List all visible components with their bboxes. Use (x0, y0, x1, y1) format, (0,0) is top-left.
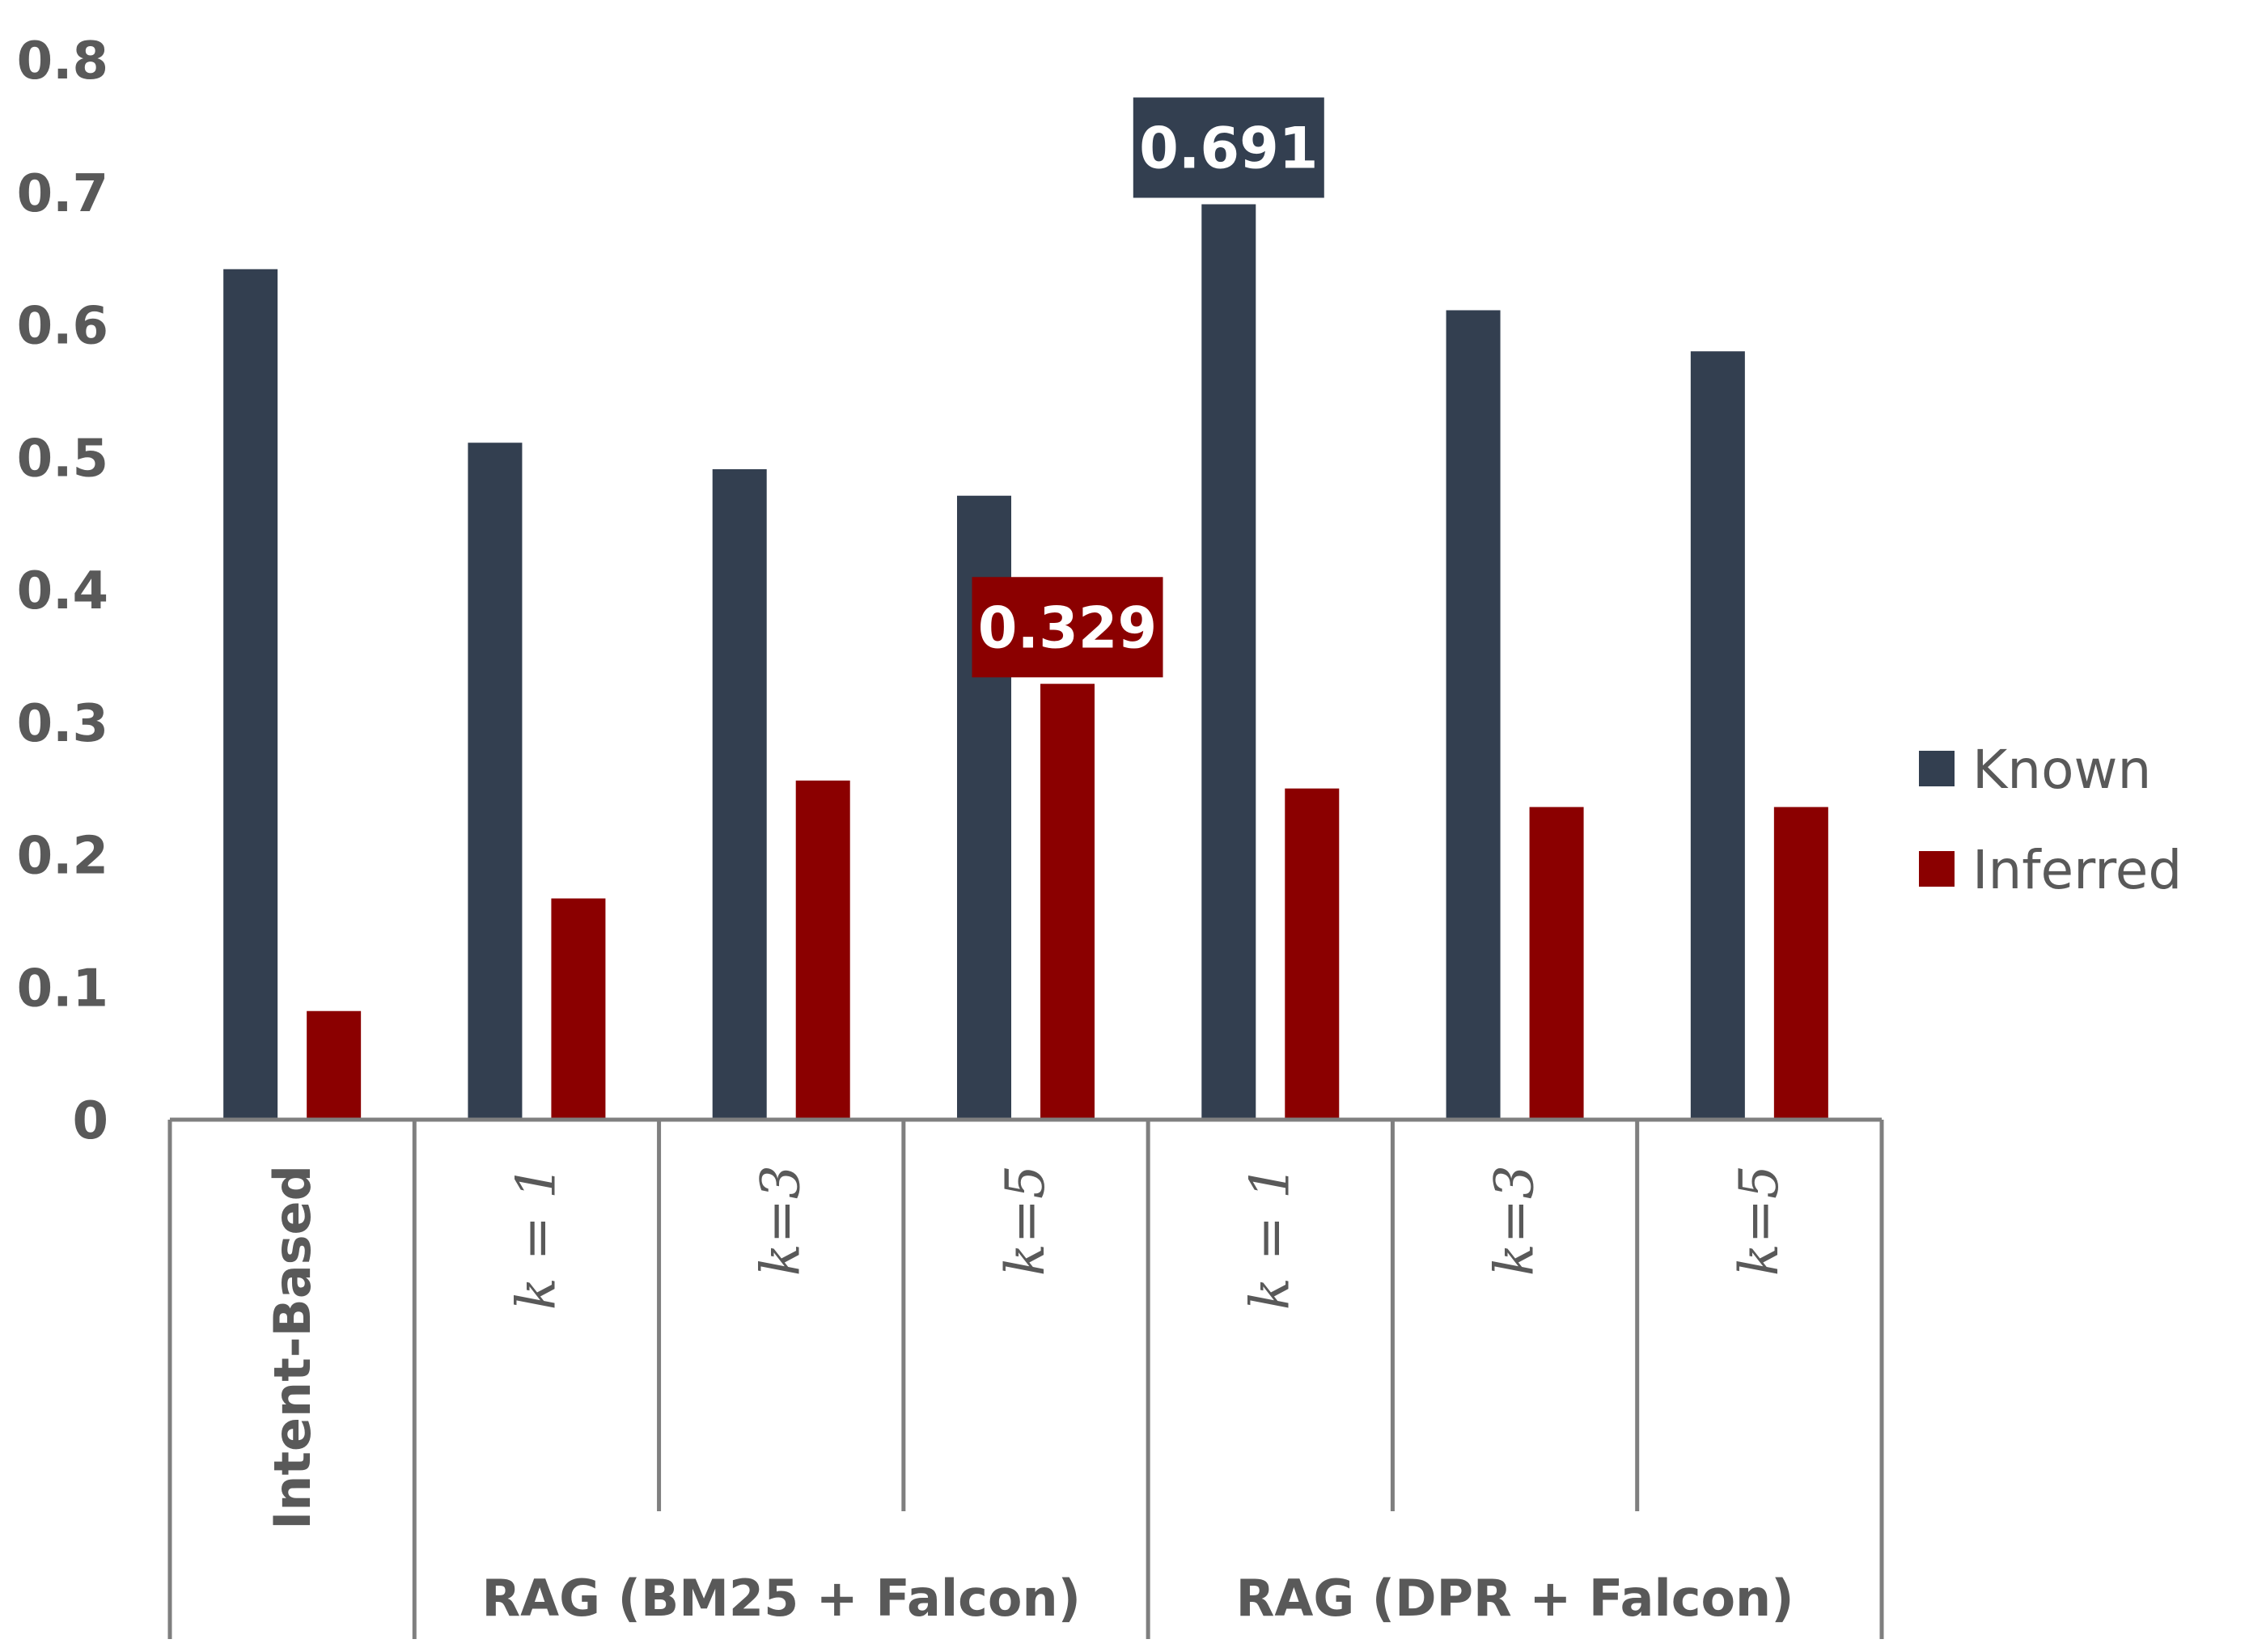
y-axis-ticks: 0 0.1 0.2 0.3 0.4 0.5 0.6 0.7 0.8 (17, 32, 108, 1151)
y-tick-label: 0.5 (17, 429, 108, 489)
x-axis-category-labels: Intent-Based k = 1 k=3 k=5 k = 1 k=3 k=5 (263, 1165, 1790, 1530)
data-label-text: 0.329 (978, 595, 1157, 661)
data-label-text: 0.691 (1139, 115, 1318, 181)
category-label: k=3 (750, 1165, 812, 1276)
bar-inferred-5 (1529, 807, 1584, 1120)
category-label: k=3 (1484, 1165, 1546, 1276)
group-label: RAG (BM25 + Falcon) (481, 1569, 1081, 1628)
data-labels: 0.691 0.329 (972, 97, 1324, 678)
data-label-box (972, 577, 1163, 678)
bar-known-1 (468, 443, 523, 1120)
legend: Known Inferred (1919, 739, 2182, 901)
bar-inferred-6 (1773, 807, 1828, 1120)
bar-known-6 (1690, 351, 1745, 1120)
y-tick-label: 0.6 (17, 297, 108, 357)
category-label: Intent-Based (263, 1165, 322, 1530)
legend-label-known: Known (1972, 739, 2151, 801)
category-label: k=5 (1728, 1165, 1790, 1276)
bar-inferred-4 (1285, 788, 1340, 1120)
bar-known-2 (712, 468, 767, 1120)
y-tick-label: 0.4 (17, 561, 108, 621)
legend-swatch-inferred (1919, 851, 1955, 887)
y-tick-label: 0.8 (17, 32, 108, 91)
group-label: RAG (DPR + Falcon) (1236, 1569, 1794, 1628)
bar-known-4 (1201, 204, 1256, 1120)
bar-inferred-3 (1040, 684, 1095, 1120)
y-tick-label: 0.1 (17, 959, 108, 1019)
legend-label-inferred: Inferred (1972, 839, 2182, 901)
y-tick-label: 0.3 (17, 694, 108, 754)
legend-swatch-known (1919, 751, 1955, 786)
bar-known-5 (1446, 310, 1501, 1120)
category-label: k=5 (994, 1165, 1057, 1276)
bar-inferred-1 (551, 898, 606, 1120)
category-label: k = 1 (1239, 1165, 1301, 1310)
y-tick-label: 0 (72, 1091, 108, 1151)
x-axis-group-labels: RAG (BM25 + Falcon) RAG (DPR + Falcon) (481, 1569, 1794, 1628)
bars (223, 204, 1828, 1120)
category-label: k = 1 (505, 1165, 567, 1310)
y-tick-label: 0.7 (17, 164, 108, 224)
bar-inferred-0 (307, 1010, 362, 1120)
y-tick-label: 0.2 (17, 827, 108, 887)
data-label-box (1133, 97, 1324, 198)
axes (167, 1117, 1884, 1639)
bar-known-0 (223, 269, 278, 1120)
bar-inferred-2 (795, 780, 850, 1120)
